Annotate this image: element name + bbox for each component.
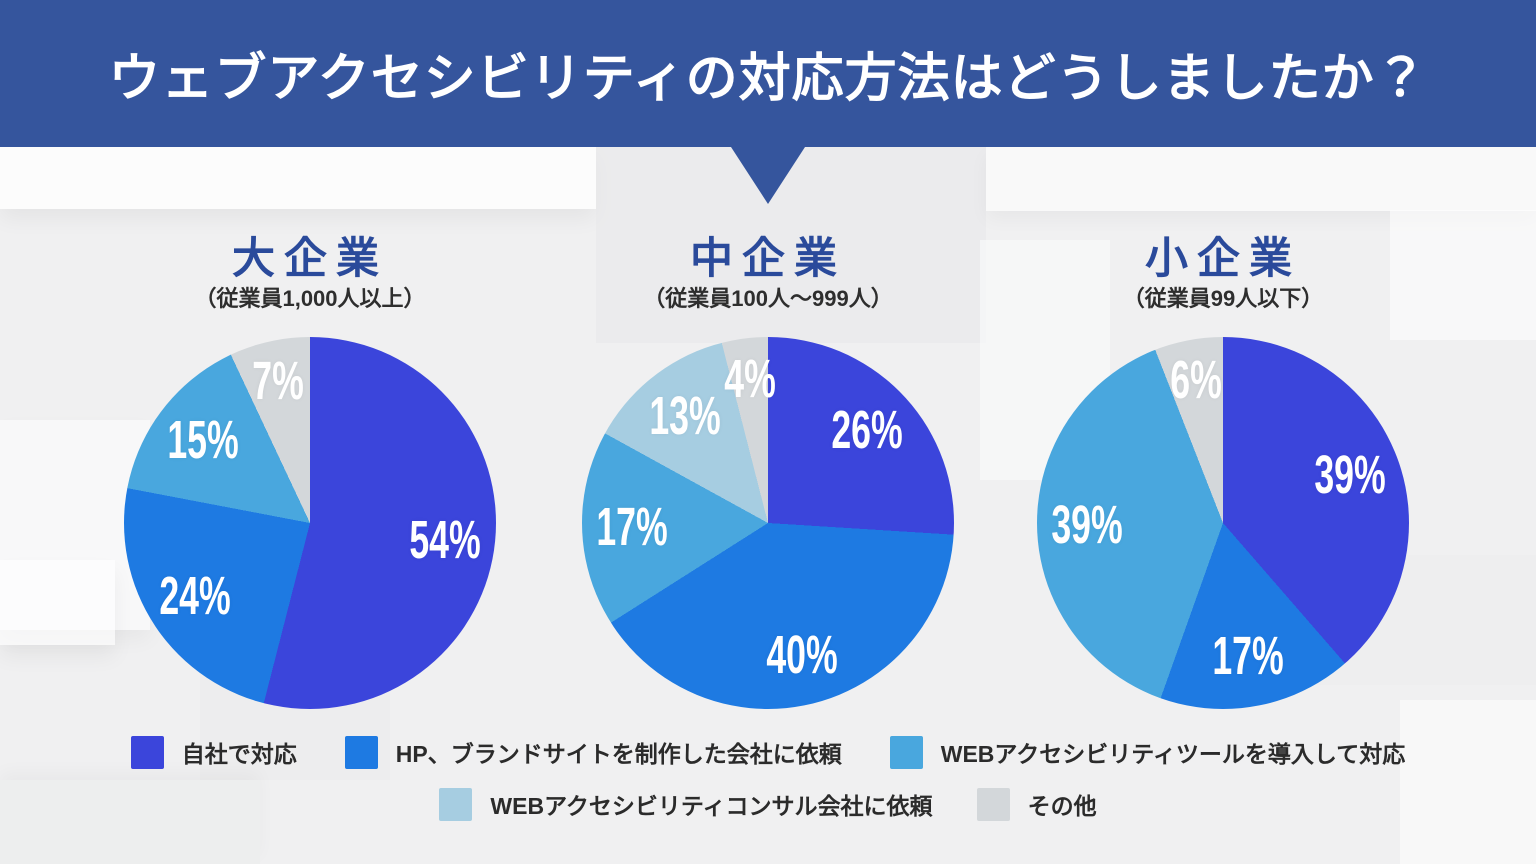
legend-row-1: 自社で対応 HP、ブランドサイトを制作した会社に依頼 WEBアクセシビリティツールを…	[0, 735, 1536, 769]
chart-column-small-company: 小企業 （従業員99人以下） 39% 17% 39% 6%	[1003, 0, 1443, 864]
chart-title-medium-company: 中企業	[690, 235, 846, 283]
chart-column-medium-company: 中企業 （従業員100人～999人） 26% 40% 17% 13% 4%	[548, 0, 988, 864]
pie-slice-value-label: 40%	[766, 624, 838, 685]
pie-slice-value-label: 17%	[596, 497, 668, 558]
chart-title-small-company: 小企業	[1145, 235, 1301, 283]
page-title: ウェブアクセシビリティの対応方法はどうしましたか？	[108, 50, 1428, 108]
legend-row-2: WEBアクセシビリティコンサル会社に依頼 その他	[0, 787, 1536, 821]
legend-color-swatch	[976, 787, 1010, 821]
legend-item: 自社で対応	[130, 735, 297, 769]
pie-chart-small-company: 39% 17% 39% 6%	[1037, 337, 1409, 709]
banner-pointer-triangle	[731, 147, 805, 204]
pie-slice-value-label: 26%	[831, 400, 903, 461]
pie-slice-value-label: 24%	[159, 565, 232, 626]
pie-slice-value-label: 4%	[724, 349, 776, 410]
chart-column-large-company: 大企業 （従業員1,000人以上） 54% 24% 15% 7%	[90, 0, 530, 864]
pie-slice-value-label: 17%	[1212, 626, 1284, 687]
legend-color-swatch	[889, 735, 923, 769]
legend-label: HP、ブランドサイトを制作した会社に依頼	[395, 741, 842, 767]
pie-slice-value-label: 54%	[409, 510, 481, 571]
legend-item: WEBアクセシビリティツールを導入して対応	[889, 735, 1406, 769]
pie-slice-value-label: 39%	[1051, 495, 1123, 556]
chart-subtitle-small-company: （従業員99人以下）	[1122, 286, 1324, 311]
legend-label: WEBアクセシビリティコンサル会社に依頼	[490, 793, 933, 819]
legend-item: WEBアクセシビリティコンサル会社に依頼	[439, 787, 933, 821]
chart-subtitle-medium-company: （従業員100人～999人）	[643, 286, 893, 311]
chart-title-large-company: 大企業	[232, 235, 388, 283]
title-banner: ウェブアクセシビリティの対応方法はどうしましたか？	[0, 0, 1536, 147]
legend-label: WEBアクセシビリティツールを導入して対応	[940, 741, 1406, 767]
pie-slice-value-label: 13%	[649, 385, 721, 446]
pie-slice-value-label: 15%	[167, 409, 239, 470]
legend-color-swatch	[344, 735, 378, 769]
pie-chart-medium-company: 26% 40% 17% 13% 4%	[582, 337, 954, 709]
pie-chart-large-company: 54% 24% 15% 7%	[124, 337, 496, 709]
pie-slice-value-label: 6%	[1170, 350, 1222, 411]
legend-label: その他	[1027, 793, 1097, 819]
legend-color-swatch	[439, 787, 473, 821]
legend-item: HP、ブランドサイトを制作した会社に依頼	[344, 735, 842, 769]
legend-color-swatch	[130, 735, 164, 769]
legend-item: その他	[976, 787, 1097, 821]
chart-subtitle-large-company: （従業員1,000人以上）	[194, 286, 426, 311]
legend-label: 自社で対応	[181, 741, 297, 767]
pie-slice-value-label: 39%	[1314, 445, 1386, 506]
pie-slice-value-label: 7%	[252, 351, 305, 412]
